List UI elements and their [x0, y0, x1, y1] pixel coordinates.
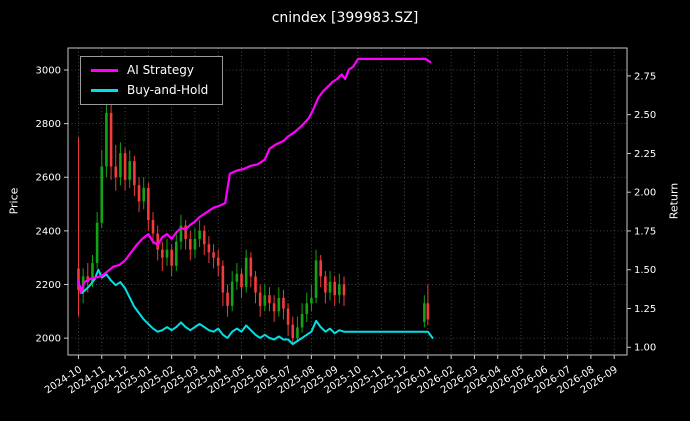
ai-strategy-line-swatch: [91, 68, 118, 72]
buy-and-hold-line-swatch: [91, 88, 118, 92]
price-tick-label: 3000: [36, 65, 61, 76]
legend: AI Strategy Buy-and-Hold: [80, 56, 224, 105]
chart-title: cnindex [399983.SZ]: [271, 10, 419, 26]
candlestick-series: [77, 99, 430, 345]
return-tick-label: 2.75: [634, 71, 656, 82]
return-tick-label: 1.50: [634, 265, 656, 276]
legend-item-ai-strategy: AI Strategy: [91, 64, 208, 76]
return-tick-label: 2.25: [634, 149, 656, 160]
price-tick-label: 2800: [36, 119, 61, 130]
price-tick-label: 2400: [36, 226, 61, 237]
price-tick-label: 2200: [36, 280, 61, 291]
return-tick-label: 2.00: [634, 188, 656, 199]
price-tick-label: 2600: [36, 173, 61, 184]
ai-strategy-line: [77, 57, 432, 295]
return-tick-label: 1.75: [634, 226, 656, 237]
legend-label-ai-strategy: AI Strategy: [127, 63, 194, 77]
legend-item-buy-and-hold: Buy-and-Hold: [91, 84, 208, 96]
plot-border: [67, 47, 628, 356]
return-tick-label: 2.50: [634, 110, 656, 121]
buy-and-hold-line: [77, 268, 434, 346]
legend-label-buy-and-hold: Buy-and-Hold: [127, 83, 209, 97]
return-tick-label: 1.00: [634, 343, 656, 354]
price-tick-label: 2000: [36, 334, 61, 345]
return-tick-label: 1.25: [634, 304, 656, 315]
